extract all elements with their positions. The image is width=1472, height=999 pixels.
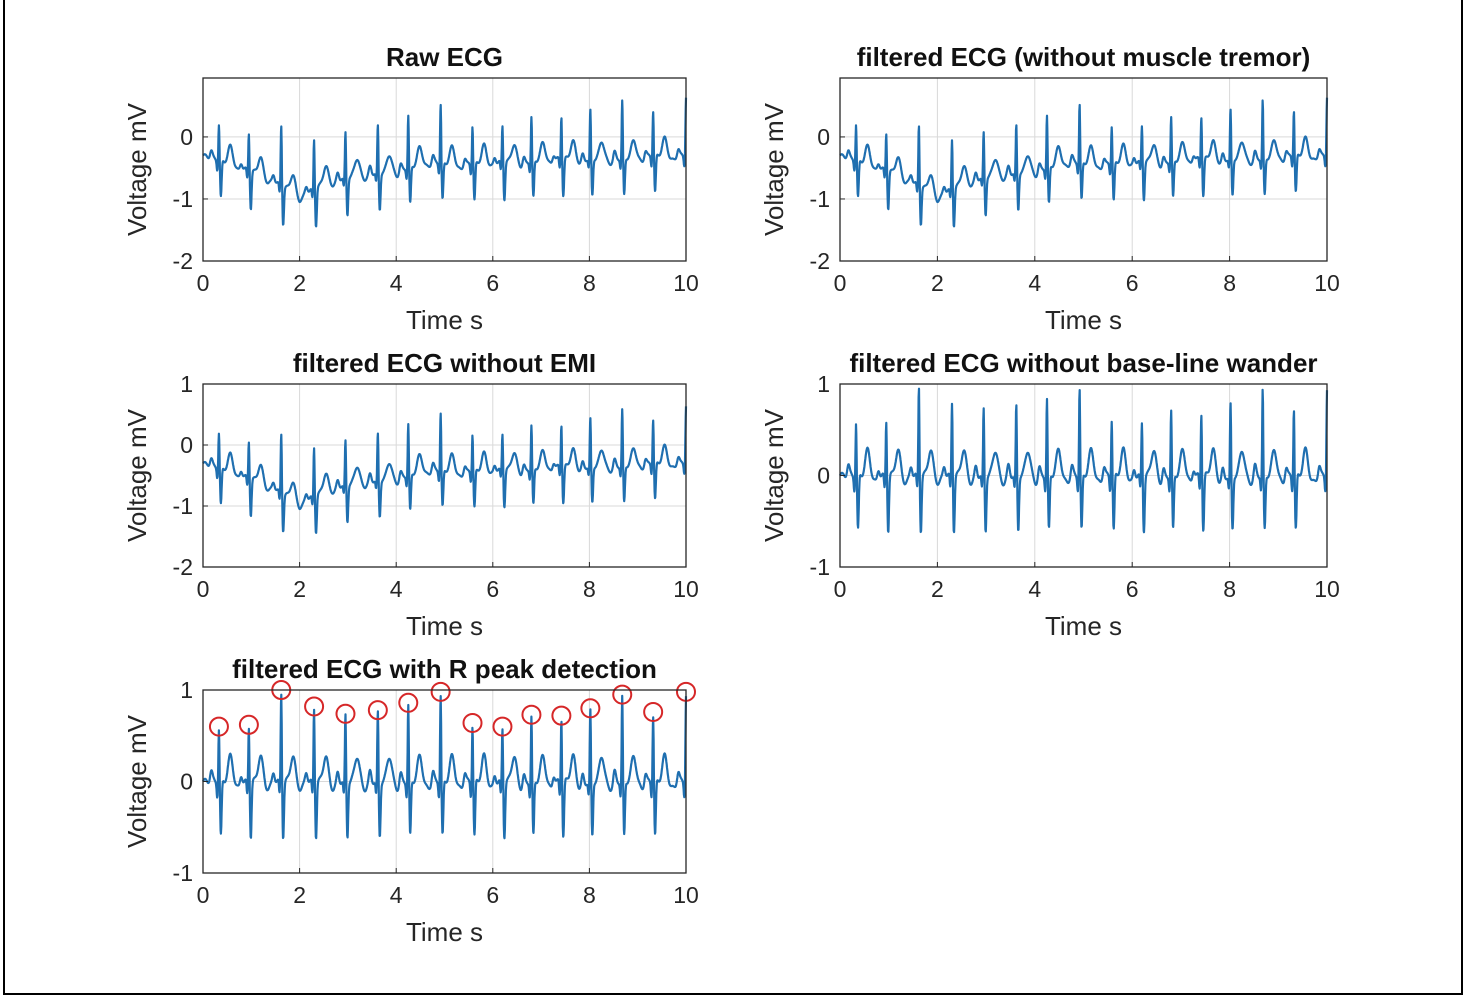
x-tick-label: 4 <box>390 576 403 602</box>
chart-title: filtered ECG without EMI <box>293 348 596 378</box>
y-axis-label: Voltage mV <box>122 102 152 236</box>
x-tick-label: 2 <box>293 576 306 602</box>
ecg-series-line <box>202 406 688 534</box>
x-tick-label: 0 <box>197 270 210 296</box>
r-peak-marker <box>430 681 451 702</box>
chart-title: Raw ECG <box>386 42 503 72</box>
y-tick-label: 1 <box>817 371 830 397</box>
x-tick-label: 10 <box>1314 270 1340 296</box>
x-tick-label: 6 <box>1126 576 1139 602</box>
y-axis-label: Voltage mV <box>759 102 789 236</box>
r-peak-marker <box>462 712 483 733</box>
y-tick-label: -1 <box>810 186 830 212</box>
y-tick-label: 0 <box>180 769 193 795</box>
y-axis-label: Voltage mV <box>122 714 152 848</box>
ecg-series-line <box>838 387 1329 534</box>
x-tick-label: 10 <box>673 270 699 296</box>
x-tick-label: 8 <box>1223 576 1236 602</box>
y-tick-label: 0 <box>180 432 193 458</box>
x-tick-label: 10 <box>673 882 699 908</box>
r-peak-marker <box>238 714 259 735</box>
y-tick-label: 0 <box>817 463 830 489</box>
axes-box <box>839 77 1328 262</box>
x-tick-label: 4 <box>1028 270 1041 296</box>
r-peak-marker <box>208 716 229 737</box>
r-peak-marker <box>398 692 419 713</box>
x-tick-label: 8 <box>583 270 596 296</box>
chart-title: filtered ECG without base-line wander <box>849 348 1317 378</box>
x-tick-label: 0 <box>197 576 210 602</box>
y-tick-label: -2 <box>173 248 193 274</box>
x-tick-label: 0 <box>834 270 847 296</box>
y-tick-label: -1 <box>173 860 193 886</box>
y-tick-label: -2 <box>810 248 830 274</box>
r-peak-marker <box>367 700 388 721</box>
y-tick-label: 1 <box>180 677 193 703</box>
x-tick-label: 8 <box>1223 270 1236 296</box>
y-tick-label: -1 <box>810 554 830 580</box>
x-tick-label: 2 <box>931 270 944 296</box>
x-tick-label: 10 <box>1314 576 1340 602</box>
x-tick-label: 4 <box>1028 576 1041 602</box>
x-tick-label: 6 <box>486 270 499 296</box>
ecg-series-line <box>201 693 688 840</box>
r-peak-marker <box>304 696 325 717</box>
x-tick-label: 2 <box>931 576 944 602</box>
x-axis-label: Time s <box>406 305 483 335</box>
y-tick-label: -1 <box>173 186 193 212</box>
y-axis-label: Voltage mV <box>122 408 152 542</box>
x-tick-label: 6 <box>1126 270 1139 296</box>
x-axis-label: Time s <box>406 917 483 947</box>
chart-title: filtered ECG with R peak detection <box>232 654 657 684</box>
y-tick-label: -1 <box>173 493 193 519</box>
chart-panel: 0 2 4 6 8 10 -2 -1 0 Raw ECG Time s Voltage mV <box>122 42 699 335</box>
x-tick-label: 0 <box>834 576 847 602</box>
r-peak-marker <box>612 684 633 705</box>
figure-frame <box>3 0 1463 995</box>
x-tick-label: 6 <box>486 882 499 908</box>
r-peak-marker <box>521 704 542 725</box>
x-tick-label: 4 <box>390 270 403 296</box>
x-tick-label: 0 <box>197 882 210 908</box>
chart-panel: 0 2 4 6 8 10 -2 -1 0 filtered ECG (without muscle… <box>759 42 1340 335</box>
y-tick-label: 0 <box>817 124 830 150</box>
x-tick-label: 2 <box>293 270 306 296</box>
r-peak-marker <box>492 716 513 737</box>
r-peak-marker <box>580 698 601 719</box>
axes-box <box>202 383 687 568</box>
x-tick-label: 8 <box>583 882 596 908</box>
x-axis-label: Time s <box>1045 611 1122 641</box>
x-tick-label: 10 <box>673 576 699 602</box>
chart-panel: 0 2 4 6 8 10 -2 -1 0 1 filtered ECG without EMI Tim… <box>122 348 699 641</box>
r-peak-marker <box>551 705 572 726</box>
chart-title: filtered ECG (without muscle tremor) <box>857 42 1311 72</box>
ecg-series-line <box>839 97 1329 228</box>
x-axis-label: Time s <box>1045 305 1122 335</box>
y-axis-label: Voltage mV <box>759 408 789 542</box>
ecg-series-line <box>202 97 688 228</box>
x-tick-label: 2 <box>293 882 306 908</box>
x-tick-label: 8 <box>583 576 596 602</box>
y-tick-label: 0 <box>180 124 193 150</box>
y-tick-label: -2 <box>173 554 193 580</box>
x-axis-label: Time s <box>406 611 483 641</box>
x-tick-label: 4 <box>390 882 403 908</box>
r-peak-marker <box>335 703 356 724</box>
x-tick-label: 6 <box>486 576 499 602</box>
y-tick-label: 1 <box>180 371 193 397</box>
axes-box <box>202 77 687 262</box>
r-peak-marker <box>643 701 664 722</box>
